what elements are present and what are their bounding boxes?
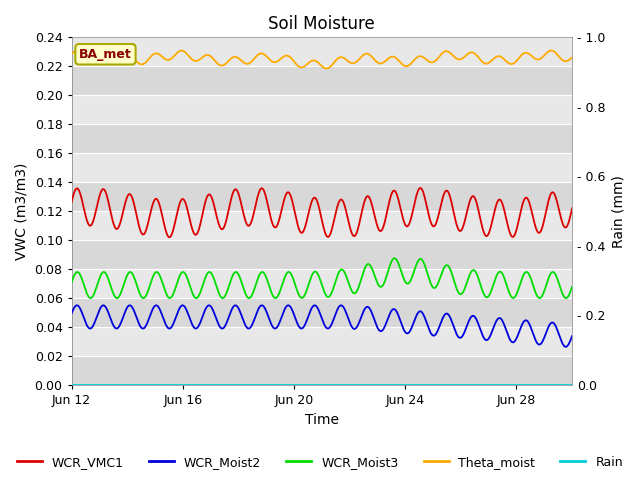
Bar: [72, 327, 572, 356]
Bar: [72, 356, 572, 385]
Rain: [558, 382, 566, 388]
Rain: [568, 382, 576, 388]
Line: WCR_Moist2: WCR_Moist2: [72, 305, 572, 347]
X-axis label: Time: Time: [305, 413, 339, 427]
Rain: [504, 382, 512, 388]
Bar: [72, 211, 572, 240]
WCR_VMC1: [68, 199, 76, 205]
WCR_VMC1: [125, 192, 132, 197]
Bar: [72, 269, 572, 298]
WCR_Moist2: [125, 303, 132, 309]
Title: Soil Moisture: Soil Moisture: [268, 15, 375, 33]
WCR_VMC1: [282, 193, 289, 199]
WCR_VMC1: [260, 187, 268, 193]
Theta_moist: [547, 48, 555, 53]
WCR_Moist2: [562, 344, 570, 350]
Bar: [72, 240, 572, 269]
Bar: [72, 182, 572, 211]
Rain: [125, 382, 132, 388]
WCR_Moist3: [113, 295, 121, 301]
Theta_moist: [559, 57, 566, 63]
Bar: [72, 124, 572, 153]
Bar: [72, 96, 572, 124]
WCR_Moist3: [260, 270, 268, 276]
WCR_Moist3: [68, 279, 76, 285]
WCR_Moist2: [282, 305, 289, 311]
Bar: [72, 153, 572, 182]
WCR_VMC1: [154, 199, 162, 204]
Y-axis label: Rain (mm): Rain (mm): [611, 175, 625, 248]
WCR_VMC1: [559, 220, 566, 226]
WCR_Moist3: [568, 284, 576, 289]
Theta_moist: [323, 66, 330, 72]
WCR_Moist3: [559, 291, 566, 297]
WCR_Moist2: [68, 311, 76, 316]
Theta_moist: [568, 55, 576, 60]
WCR_VMC1: [166, 234, 173, 240]
Line: Theta_moist: Theta_moist: [72, 50, 572, 69]
Bar: [72, 298, 572, 327]
Line: WCR_Moist3: WCR_Moist3: [72, 258, 572, 298]
Rain: [154, 382, 162, 388]
WCR_VMC1: [568, 205, 576, 211]
WCR_Moist3: [282, 273, 289, 279]
Theta_moist: [125, 53, 132, 59]
WCR_Moist3: [155, 271, 163, 276]
WCR_Moist2: [568, 333, 576, 339]
Legend: WCR_VMC1, WCR_Moist2, WCR_Moist3, Theta_moist, Rain: WCR_VMC1, WCR_Moist2, WCR_Moist3, Theta_…: [12, 451, 628, 474]
Text: BA_met: BA_met: [79, 48, 132, 61]
Y-axis label: VWC (m3/m3): VWC (m3/m3): [15, 163, 29, 260]
Theta_moist: [505, 60, 513, 66]
WCR_Moist2: [73, 302, 81, 308]
WCR_Moist3: [125, 270, 132, 276]
WCR_VMC1: [505, 226, 513, 232]
Theta_moist: [260, 51, 268, 57]
Bar: [72, 37, 572, 66]
Rain: [260, 382, 268, 388]
WCR_Moist2: [260, 303, 268, 309]
Line: WCR_VMC1: WCR_VMC1: [72, 188, 572, 237]
Theta_moist: [154, 51, 162, 57]
WCR_Moist2: [505, 334, 513, 339]
Theta_moist: [282, 53, 289, 59]
Rain: [68, 382, 76, 388]
WCR_Moist2: [559, 340, 566, 346]
WCR_Moist3: [390, 255, 398, 261]
Bar: [72, 66, 572, 96]
Rain: [282, 382, 289, 388]
Theta_moist: [68, 51, 76, 57]
WCR_VMC1: [417, 185, 424, 191]
WCR_Moist3: [505, 288, 513, 294]
WCR_Moist2: [155, 304, 163, 310]
